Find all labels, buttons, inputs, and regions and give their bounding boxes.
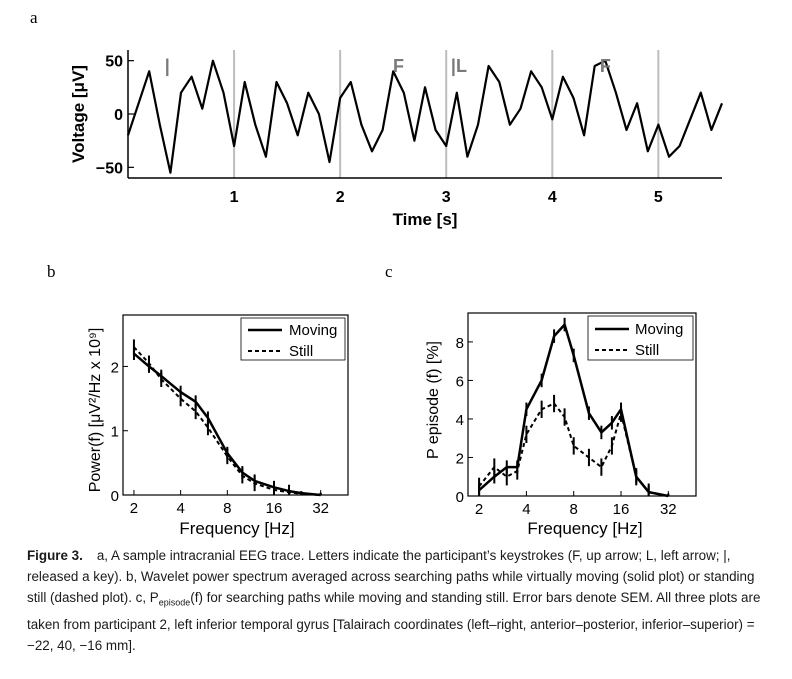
x-tick-label: 4 — [176, 500, 184, 517]
legend-still: Still — [635, 342, 659, 359]
y-tick-label: 0 — [114, 107, 123, 124]
x-tick-label: 16 — [613, 501, 630, 518]
y-tick-label: 1 — [111, 424, 119, 441]
eeg-trace-chart: 50 0 −50 1 2 3 4 5 | F |L F Time [s] Voltage [μV] — [69, 50, 724, 229]
y-tick-label: 8 — [456, 335, 464, 352]
x-tick-label: 3 — [442, 189, 451, 206]
y-axis-label: P episode (f) [%] — [425, 341, 442, 459]
panel-a-letter: a — [30, 8, 38, 27]
y-tick-label: 6 — [456, 373, 464, 390]
x-tick-label: 8 — [570, 501, 578, 518]
x-tick-label: 1 — [230, 189, 239, 206]
y-tick-label: 2 — [111, 359, 119, 376]
y-tick-label: 4 — [456, 412, 464, 429]
y-tick-label: 2 — [456, 450, 464, 467]
x-axis-label: Frequency [Hz] — [527, 519, 642, 538]
y-tick-label: 50 — [105, 54, 123, 71]
y-axis-label: Power(f) [μV²/Hz x 10⁹] — [87, 328, 104, 493]
x-tick-label: 2 — [130, 500, 138, 517]
y-tick-label: 0 — [111, 488, 119, 505]
caption-subscript: episode — [158, 597, 191, 608]
x-tick-label: 2 — [336, 189, 345, 206]
x-axis-label: Time [s] — [393, 210, 458, 229]
caption-text-1: a, A sample intracranial EEG trace. Lett… — [27, 548, 755, 605]
x-tick-label: 32 — [312, 500, 329, 517]
eeg-trace-line — [126, 59, 724, 174]
caption-label: Figure 3. — [27, 548, 83, 563]
legend-moving: Moving — [635, 321, 683, 338]
x-tick-label: 4 — [548, 189, 557, 206]
power-spectrum-chart: 012 2 4 8 16 32 Moving Still Frequency [Hz] … — [87, 314, 349, 538]
x-tick-label: 32 — [660, 501, 677, 518]
x-tick-label: 5 — [654, 189, 663, 206]
x-tick-label: 8 — [223, 500, 231, 517]
y-tick-label: 0 — [456, 489, 464, 506]
x-tick-label: 16 — [266, 500, 283, 517]
x-axis-label: Frequency [Hz] — [179, 519, 294, 538]
y-axis-label: Voltage [μV] — [69, 65, 88, 163]
x-tick-label: 4 — [522, 501, 530, 518]
panel-c-letter: c — [385, 262, 393, 281]
y-tick-label: −50 — [96, 160, 123, 177]
keystroke-marker: |L — [451, 56, 467, 76]
keystroke-marker: | — [165, 56, 170, 76]
legend-moving: Moving — [289, 322, 337, 339]
legend-still: Still — [289, 343, 313, 360]
x-tick-label: 2 — [475, 501, 483, 518]
caption-text-2: (f) for searching paths while moving and… — [27, 590, 761, 653]
panel-b-letter: b — [47, 262, 56, 281]
keystroke-marker: F — [600, 56, 611, 76]
keystroke-marker: F — [393, 56, 404, 76]
figure-caption: Figure 3. a, A sample intracranial EEG tr… — [27, 545, 772, 656]
